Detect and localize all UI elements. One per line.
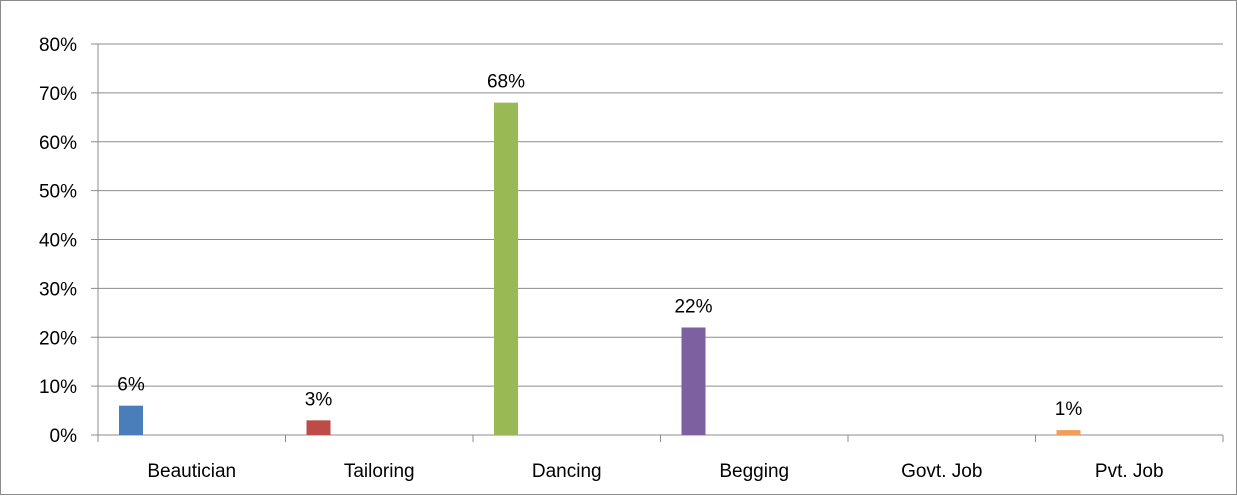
x-category-label: Dancing xyxy=(532,461,602,482)
gridlines xyxy=(98,43,1223,387)
data-label: 22% xyxy=(674,296,712,317)
bar-begging xyxy=(681,327,706,435)
axes: 0% 10% 20% 30% 40% 50% 60% 70% 80% Beautician Tail… xyxy=(39,35,1224,482)
data-label: 68% xyxy=(487,72,525,93)
y-tick-label: 70% xyxy=(39,84,77,105)
bar-pvt-job xyxy=(1056,430,1081,435)
y-tick-label: 80% xyxy=(39,35,77,56)
data-labels: 6% 3% 68% 22% 1% xyxy=(117,72,1082,420)
x-category-label: Pvt. Job xyxy=(1095,461,1164,482)
bar-dancing xyxy=(494,102,518,436)
x-category-label: Beautician xyxy=(147,461,236,482)
y-tick-label: 60% xyxy=(39,133,77,154)
y-tick-label: 10% xyxy=(39,377,77,398)
data-label: 1% xyxy=(1055,399,1083,420)
x-category-label: Tailoring xyxy=(344,461,415,482)
y-tick-label: 20% xyxy=(39,328,77,349)
y-tick-label: 50% xyxy=(39,182,77,203)
x-category-label: Govt. Job xyxy=(901,461,982,482)
y-tick-label: 30% xyxy=(39,279,77,300)
data-label: 6% xyxy=(117,375,145,396)
y-tick-label: 0% xyxy=(50,426,78,447)
x-category-label: Begging xyxy=(719,461,789,482)
bar-beautician xyxy=(119,405,143,435)
bars xyxy=(119,102,1081,436)
data-label: 3% xyxy=(305,389,333,410)
y-tick-label: 40% xyxy=(39,231,77,252)
bar-tailoring xyxy=(306,420,331,435)
